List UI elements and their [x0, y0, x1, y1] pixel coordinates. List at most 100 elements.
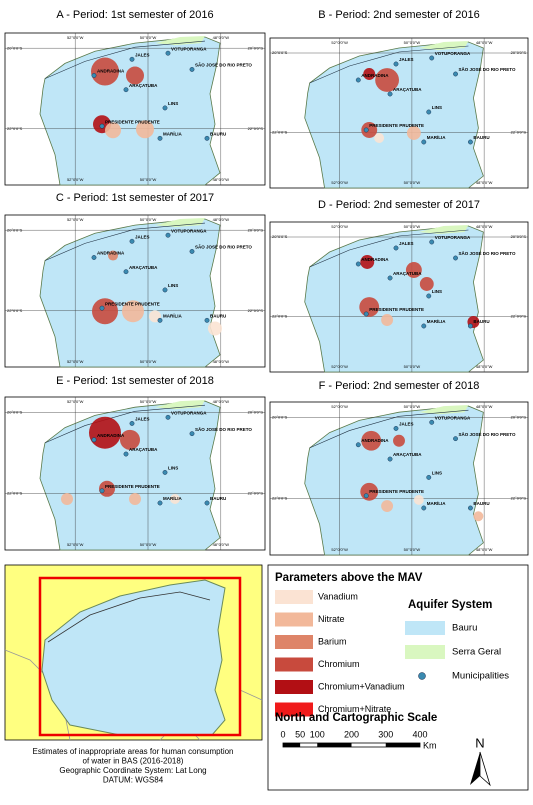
map-panel: 52°0'0"W 52°0'0"W 50°0'0"W 50°0'0"W 48°0'0"W…: [4, 32, 266, 186]
city-label: ARAÇATUBA: [393, 87, 422, 92]
contamination-area: [105, 122, 121, 139]
legend-title: Parameters above the MAV: [275, 572, 423, 584]
contamination-area: [381, 314, 394, 326]
caption: Estimates of inappropriate areas for hum…: [33, 747, 234, 756]
basin: [39, 218, 221, 368]
lat-label: 20°0'0"S: [272, 414, 288, 419]
panel-title: C - Period: 1st semester of 2017: [56, 192, 214, 204]
city-label: JALES: [135, 234, 150, 239]
map-panel: 52°0'0"W 52°0'0"W 50°0'0"W 50°0'0"W 48°0'0"W…: [4, 214, 266, 368]
legend-swatch: [275, 590, 313, 604]
municipality: [204, 135, 210, 141]
municipality: [426, 109, 432, 115]
legend-label: Bauru: [452, 623, 477, 634]
river: [309, 229, 469, 268]
municipality: [387, 275, 393, 281]
basin: [304, 41, 484, 189]
contamination-area: [126, 66, 144, 85]
serra-geral: [418, 225, 469, 234]
city-label: VOTUPORANGA: [435, 235, 471, 240]
legend-title: Aquifer System: [408, 599, 492, 611]
municipality: [355, 261, 361, 267]
municipality: [421, 139, 427, 145]
lon-label: 50°0'0"W: [404, 404, 421, 409]
lat-label: 22°0'0"S: [272, 314, 288, 319]
contamination-area: [120, 429, 140, 450]
contamination-area: [108, 250, 118, 261]
legend-label: Chromium+Vanadium: [318, 681, 405, 691]
city-label: BAURU: [473, 319, 489, 324]
legend-swatch: [275, 612, 313, 627]
scale-bar-segment: [317, 743, 352, 747]
lon-label: 50°0'0"W: [404, 224, 421, 229]
municipality: [468, 139, 473, 145]
municipality: [162, 470, 168, 475]
municipality: [157, 317, 163, 323]
scale-label: 0: [280, 729, 285, 739]
lon-label: 52°0'0"W: [331, 547, 348, 552]
city-label: JALES: [135, 417, 150, 422]
lat-label: 20°0'0"S: [7, 409, 23, 414]
contamination-area: [359, 297, 380, 317]
legend-municipality: [418, 672, 426, 680]
municipality: [162, 287, 168, 293]
city-label: VOTUPORANGA: [171, 411, 207, 416]
lat-label: 20°0'0"S: [248, 45, 264, 50]
contamination-area: [129, 493, 141, 505]
municipality: [421, 323, 427, 329]
lat-label: 20°0'0"S: [511, 414, 527, 419]
serra-geral: [155, 400, 205, 410]
city-label: MARÍLIA: [163, 312, 182, 319]
panel-title: A - Period: 1st semester of 2016: [56, 9, 213, 21]
map-panel: 52°0'0"W 52°0'0"W 50°0'0"W 50°0'0"W 48°0'0"W…: [269, 221, 529, 373]
municipality: [129, 56, 135, 62]
contamination-area: [170, 494, 180, 504]
caption: Geographic Coordinate System: Lat Long: [59, 766, 206, 775]
lat-label: 22°0'0"S: [248, 490, 264, 495]
municipality: [99, 488, 105, 494]
map-panel: 52°0'0"W 52°0'0"W 50°0'0"W 50°0'0"W 48°0'0"W…: [4, 396, 266, 551]
lat-label: 22°0'0"S: [272, 130, 288, 135]
city-label: LINS: [168, 466, 178, 471]
municipality: [189, 431, 195, 437]
lat-label: 20°0'0"S: [272, 50, 288, 55]
city-label: MARÍLIA: [163, 494, 182, 501]
basin: [39, 400, 221, 551]
municipality: [204, 317, 210, 323]
lon-label: 48°0'0"W: [213, 542, 230, 547]
city-label: VOTUPORANGA: [171, 46, 207, 51]
contamination-area: [208, 321, 222, 336]
caption: of water in BAS (2016-2018): [83, 757, 184, 766]
city-label: LINS: [432, 471, 442, 476]
lat-label: 22°0'0"S: [511, 314, 527, 319]
city-label: VOTUPORANGA: [435, 416, 471, 421]
city-label: ANDRADINA: [97, 433, 125, 438]
municipality: [91, 73, 97, 78]
municipality: [453, 436, 458, 442]
serra-geral: [418, 405, 469, 415]
municipality: [165, 232, 171, 238]
legend-label: Barium: [318, 636, 347, 646]
lon-label: 52°0'0"W: [331, 224, 348, 229]
lon-label: 50°0'0"W: [140, 177, 157, 182]
lon-label: 50°0'0"W: [140, 542, 157, 547]
serra-geral: [155, 36, 205, 46]
city-label: LINS: [432, 289, 442, 294]
panel-title: F - Period: 2nd semester of 2018: [319, 380, 480, 392]
caption: DATUM: WGS84: [103, 776, 164, 785]
legend-swatch: [405, 621, 445, 635]
city-label: PRESIDENTE PRUDENTE: [369, 123, 424, 128]
city-label: MARÍLIA: [427, 317, 446, 324]
contamination-area: [374, 133, 385, 143]
city-label: BAURU: [210, 496, 226, 501]
legend-label: Chromium: [318, 659, 360, 669]
municipality: [91, 255, 97, 260]
panel-title: E - Period: 1st semester of 2018: [56, 375, 214, 387]
contamination-area: [91, 57, 119, 86]
river: [309, 409, 469, 449]
lat-label: 22°0'0"S: [7, 126, 23, 131]
lon-label: 48°0'0"W: [213, 35, 230, 40]
city-label: SÃO JOSÉ DO RIO PRETO: [195, 61, 252, 68]
city-label: SÃO JOSÉ DO RIO PRETO: [195, 243, 252, 250]
lon-label: 50°0'0"W: [140, 399, 157, 404]
